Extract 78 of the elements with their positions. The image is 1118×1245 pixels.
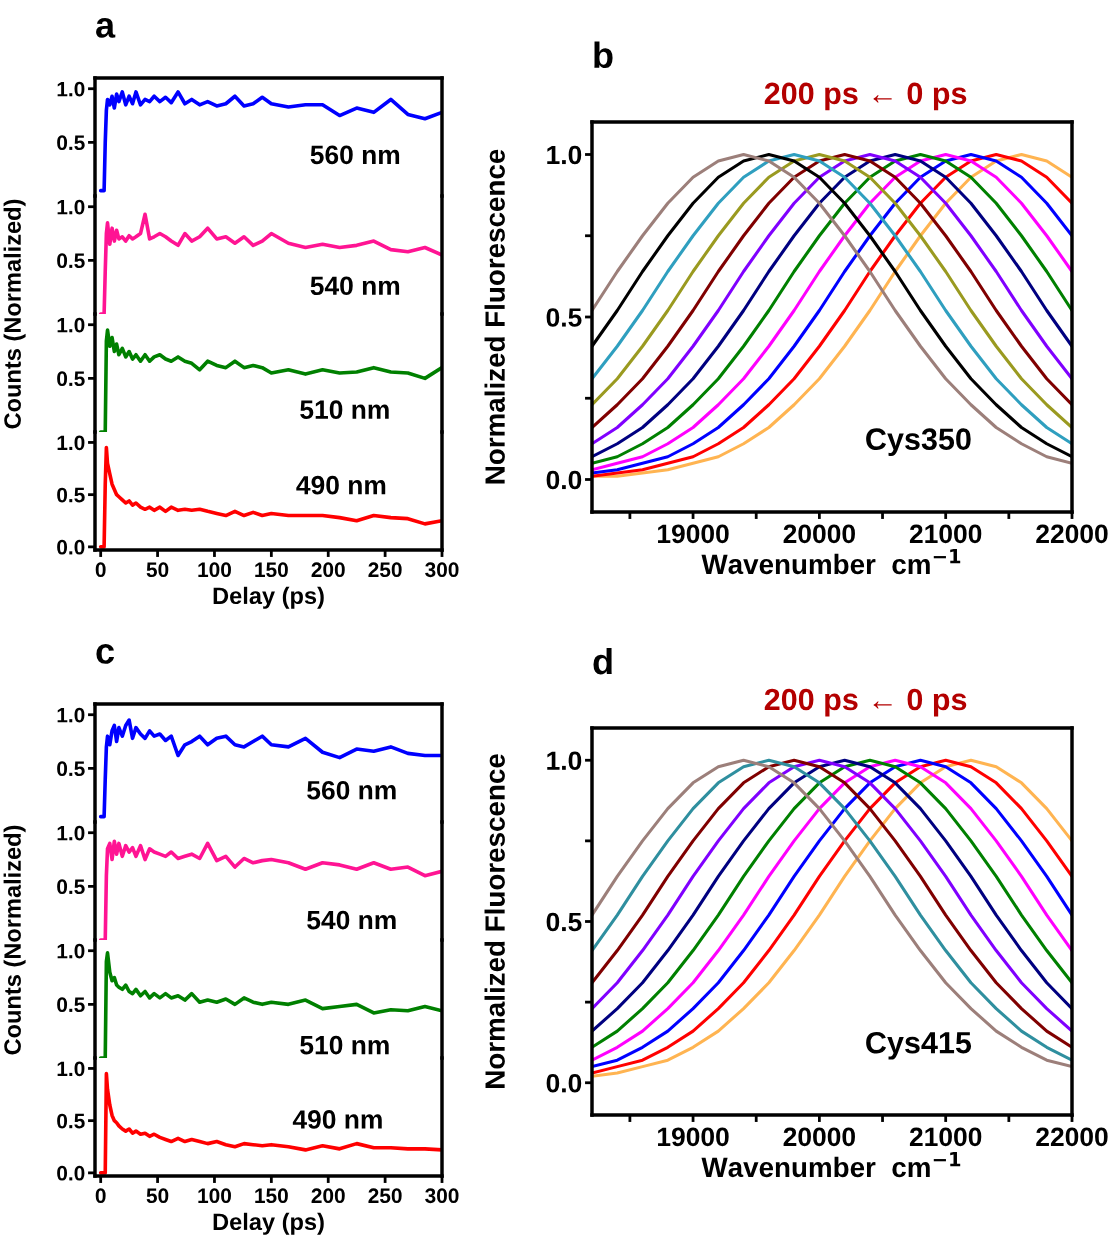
x-tick-label: 250 xyxy=(368,1188,402,1204)
y-tick-label: 0.5 xyxy=(57,879,85,895)
y-tick-label: 0.0 xyxy=(546,470,582,490)
line-series xyxy=(98,839,442,940)
line-series xyxy=(98,328,442,432)
chart-subtitle: 200 ps ← 0 ps xyxy=(764,82,967,111)
line-series xyxy=(98,718,442,819)
x-axis-title: Wavenumber cm$^{−1}$ xyxy=(701,1152,961,1178)
y-tick-label: 0.5 xyxy=(57,761,85,777)
series-label: 560 nm xyxy=(310,145,400,165)
y-tick-label: 1.0 xyxy=(57,943,85,959)
y-tick-label: 0.5 xyxy=(57,371,85,387)
y-tick-label: 1.0 xyxy=(547,751,582,771)
y-tick-label: 1.0 xyxy=(547,145,582,165)
x-tick-label: 100 xyxy=(198,562,231,578)
y-tick-label: 0.5 xyxy=(57,487,85,503)
y-axis-title: Normalized Fluorescence xyxy=(484,149,505,484)
line-series xyxy=(98,90,442,193)
x-tick-label: 22000 xyxy=(1036,524,1108,544)
x-tick-label: 300 xyxy=(425,562,459,578)
y-tick-label: 0.0 xyxy=(57,539,85,555)
line-series xyxy=(98,212,442,314)
annotation: Cys350 xyxy=(866,428,971,457)
y-tick-label: 1.0 xyxy=(57,435,85,451)
line-series xyxy=(98,445,442,549)
x-tick-label: 200 xyxy=(311,562,345,578)
y-tick-label: 0.5 xyxy=(57,253,85,269)
x-tick-label: 300 xyxy=(425,1188,459,1204)
y-tick-label: 0.5 xyxy=(57,1113,85,1129)
x-axis-title: Delay (ps) xyxy=(213,1212,324,1235)
x-tick-label: 19000 xyxy=(658,1127,729,1147)
x-tick-label: 150 xyxy=(255,562,288,578)
x-tick-label: 100 xyxy=(198,1188,231,1204)
x-tick-label: 250 xyxy=(368,562,402,578)
x-tick-label: 0 xyxy=(95,562,106,578)
series-label: 510 nm xyxy=(300,400,389,420)
y-tick-label: 0.5 xyxy=(57,135,85,151)
series-label: 540 nm xyxy=(310,276,400,296)
x-tick-label: 50 xyxy=(146,562,169,578)
series-label: 490 nm xyxy=(292,1110,382,1129)
y-tick-label: 1.0 xyxy=(57,199,85,215)
y-tick-label: 0.5 xyxy=(57,997,85,1013)
x-tick-label: 21000 xyxy=(909,524,982,544)
x-tick-label: 200 xyxy=(311,1188,345,1204)
line-series xyxy=(98,951,442,1058)
y-tick-label: 0.5 xyxy=(546,912,582,932)
x-tick-label: 19000 xyxy=(658,524,729,544)
x-tick-label: 50 xyxy=(146,1188,169,1204)
y-tick-label: 1.0 xyxy=(57,825,85,841)
x-tick-label: 150 xyxy=(255,1188,288,1204)
y-tick-label: 0.5 xyxy=(546,308,582,327)
series-label: 510 nm xyxy=(300,1035,389,1055)
x-tick-label: 0 xyxy=(95,1188,106,1204)
x-tick-label: 21000 xyxy=(909,1127,982,1147)
y-tick-label: 0.0 xyxy=(546,1073,582,1093)
annotation: Cys415 xyxy=(866,1031,972,1060)
series-label: 490 nm xyxy=(296,475,386,495)
x-tick-label: 20000 xyxy=(783,1127,855,1147)
chart-title: a xyxy=(96,18,116,38)
x-axis-title: Delay (ps) xyxy=(213,586,324,609)
x-axis-title: Wavenumber cm$^{−1}$ xyxy=(701,549,961,575)
chart-title: d xyxy=(593,647,612,675)
chart-subtitle: 200 ps ← 0 ps xyxy=(764,688,967,717)
y-tick-label: 1.0 xyxy=(57,81,85,97)
y-tick-label: 1.0 xyxy=(57,1061,85,1077)
x-tick-label: 22000 xyxy=(1036,1127,1108,1147)
y-tick-label: 1.0 xyxy=(57,707,85,723)
chart-title: c xyxy=(96,644,115,664)
series-label: 560 nm xyxy=(307,780,396,800)
y-axis-title: Counts (Normalized) xyxy=(3,825,26,1055)
y-axis-title: Normalized Fluorescence xyxy=(484,754,505,1088)
line-series xyxy=(98,1071,442,1175)
x-tick-label: 20000 xyxy=(783,524,855,544)
series-label: 540 nm xyxy=(307,910,396,930)
chart-title: b xyxy=(594,41,613,69)
y-tick-label: 0.0 xyxy=(57,1165,85,1181)
y-tick-label: 1.0 xyxy=(57,317,85,333)
y-axis-title: Counts (Normalized) xyxy=(3,199,26,429)
